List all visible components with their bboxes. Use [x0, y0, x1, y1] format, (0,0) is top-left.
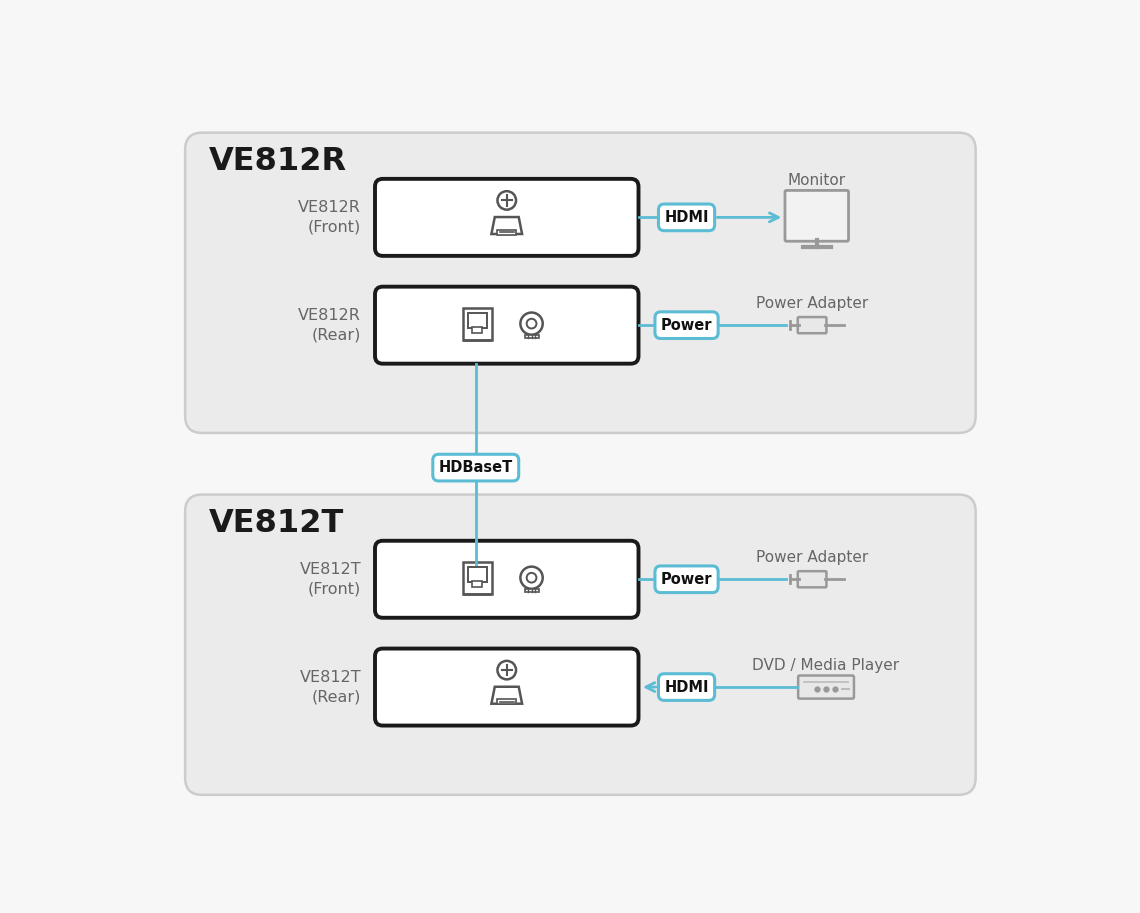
FancyBboxPatch shape [798, 676, 854, 698]
Bar [463, 561, 492, 593]
Text: HDMI: HDMI [665, 210, 709, 225]
Polygon shape [491, 217, 522, 234]
Bar [467, 313, 487, 328]
Circle shape [497, 661, 516, 679]
FancyBboxPatch shape [185, 132, 976, 433]
Bar [463, 308, 492, 340]
Circle shape [497, 191, 516, 210]
Bar [472, 328, 482, 333]
Text: HDBaseT: HDBaseT [439, 460, 513, 475]
FancyBboxPatch shape [375, 179, 638, 256]
FancyBboxPatch shape [375, 287, 638, 363]
Text: HDMI: HDMI [665, 679, 709, 695]
Circle shape [527, 572, 537, 582]
FancyBboxPatch shape [375, 540, 638, 618]
Bar [472, 582, 482, 587]
Circle shape [527, 319, 537, 329]
Bar [497, 699, 516, 705]
Bar [524, 589, 538, 593]
Text: Power: Power [661, 318, 712, 332]
Text: Power Adapter: Power Adapter [756, 551, 869, 565]
Circle shape [520, 312, 543, 335]
Text: Power: Power [661, 572, 712, 587]
Text: VE812R
(Front): VE812R (Front) [299, 200, 361, 235]
Polygon shape [491, 687, 522, 704]
Bar [524, 335, 538, 338]
Text: VE812T
(Front): VE812T (Front) [300, 561, 361, 597]
FancyBboxPatch shape [185, 495, 976, 795]
Text: VE812R: VE812R [209, 146, 347, 177]
Text: VE812T: VE812T [209, 509, 343, 540]
FancyBboxPatch shape [785, 191, 848, 241]
Text: VE812T
(Rear): VE812T (Rear) [300, 669, 361, 705]
Bar [467, 567, 487, 582]
Text: Power Adapter: Power Adapter [756, 296, 869, 311]
FancyBboxPatch shape [375, 648, 638, 726]
Text: DVD / Media Player: DVD / Media Player [752, 658, 899, 673]
Bar [497, 230, 516, 235]
FancyBboxPatch shape [798, 317, 826, 333]
Text: VE812R
(Rear): VE812R (Rear) [299, 308, 361, 342]
Text: Monitor: Monitor [788, 173, 846, 188]
Circle shape [520, 567, 543, 589]
FancyBboxPatch shape [798, 572, 826, 587]
